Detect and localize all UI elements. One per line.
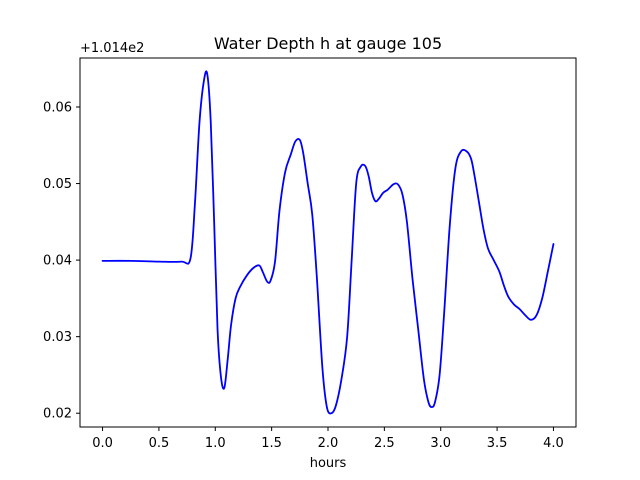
x-tick-label: 2.5 <box>374 436 395 451</box>
x-tick-label: 0.0 <box>92 436 113 451</box>
x-tick-label: 4.0 <box>543 436 564 451</box>
x-tick-label: 2.0 <box>318 436 339 451</box>
y-tick-label: 0.03 <box>43 330 72 345</box>
axes-frame <box>79 57 577 428</box>
y-tick-label: 0.06 <box>43 100 72 115</box>
x-axis: 0.0 0.5 1.0 1.5 2.0 2.5 3.0 3.5 4.0 <box>92 427 564 451</box>
series-line <box>101 70 555 415</box>
x-tick-label: 1.5 <box>261 436 282 451</box>
plot-area <box>79 57 577 428</box>
y-tick-label: 0.02 <box>43 407 72 422</box>
x-tick-label: 0.5 <box>149 436 170 451</box>
x-axis-label: hours <box>310 456 347 471</box>
x-tick-label: 3.5 <box>487 436 508 451</box>
chart-title: Water Depth h at gauge 105 <box>214 34 442 53</box>
y-axis: 0.02 0.03 0.04 0.05 0.06 <box>43 100 80 422</box>
x-tick-label: 3.0 <box>430 436 451 451</box>
y-offset-label: +1.014e2 <box>80 41 144 56</box>
y-tick-label: 0.04 <box>43 254 72 269</box>
x-tick-label: 1.0 <box>205 436 226 451</box>
y-tick-label: 0.05 <box>43 177 72 192</box>
